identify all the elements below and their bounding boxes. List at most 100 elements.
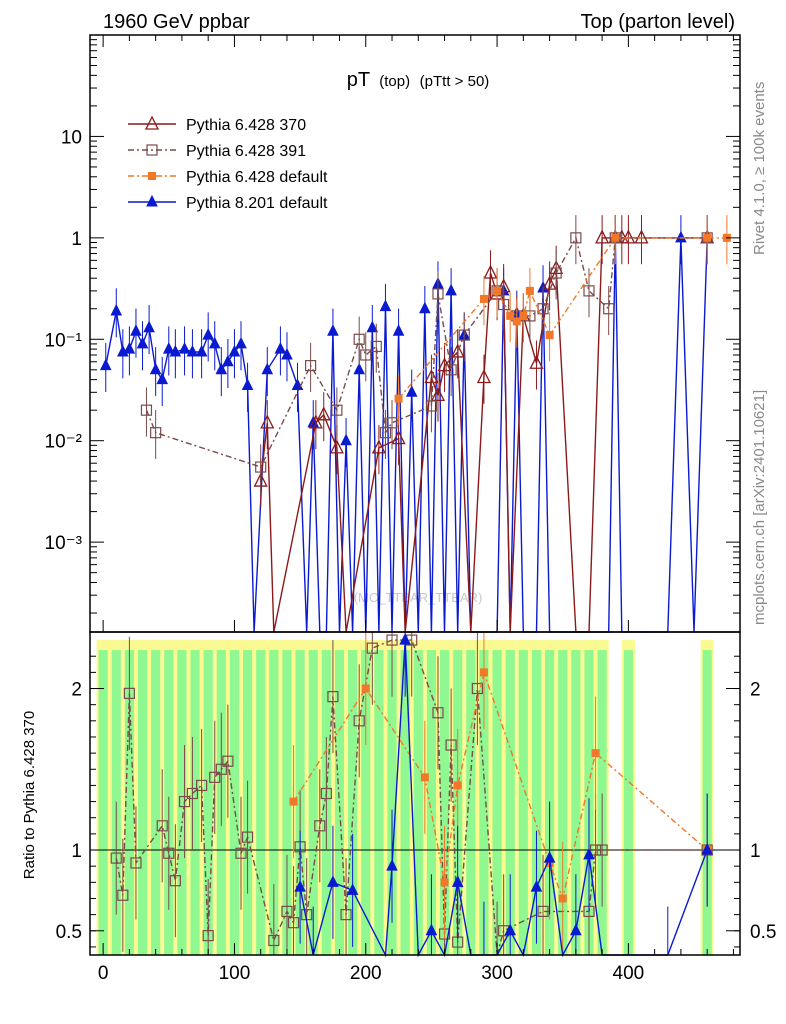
bottom-frame bbox=[89, 631, 741, 956]
point-p8 bbox=[110, 303, 123, 316]
point-p391 bbox=[314, 820, 326, 832]
point-p391 bbox=[156, 820, 168, 832]
point-p391 bbox=[163, 847, 175, 859]
point-p370 bbox=[316, 406, 331, 421]
point-p8 bbox=[530, 880, 543, 892]
point-p391 bbox=[140, 404, 153, 416]
point-p8 bbox=[261, 362, 274, 375]
point-p8 bbox=[143, 320, 155, 333]
point-p391 bbox=[222, 755, 234, 767]
point-p8 bbox=[186, 344, 199, 357]
point-p391 bbox=[603, 303, 615, 315]
point-p391 bbox=[241, 831, 254, 843]
point-p370 bbox=[329, 439, 344, 454]
y-tick-label: 10⁻² bbox=[45, 432, 83, 453]
band-green-bin bbox=[124, 650, 134, 955]
ratio-tick-label-left: 0.5 bbox=[56, 922, 82, 943]
title-cut: (pTtt > 50) bbox=[420, 73, 490, 90]
point-p391 bbox=[596, 844, 608, 856]
point-pdef bbox=[148, 172, 156, 180]
title-sub: (top) bbox=[379, 73, 410, 90]
series-line-pdef bbox=[292, 669, 708, 901]
band-green-bin bbox=[518, 650, 528, 955]
point-p391 bbox=[146, 144, 158, 156]
side-label-bottom: mcplots.cern.ch [arXiv:2401.10621] bbox=[751, 390, 768, 625]
point-pdef bbox=[479, 668, 488, 677]
point-p391 bbox=[202, 930, 214, 942]
ratio-tick-label-right: 2 bbox=[750, 680, 761, 701]
point-p8 bbox=[379, 299, 392, 312]
band-green-bin bbox=[439, 650, 450, 955]
series-line-p8 bbox=[105, 237, 708, 633]
point-p391 bbox=[331, 404, 343, 416]
point-p391 bbox=[360, 349, 372, 361]
point-p8 bbox=[228, 344, 241, 357]
point-p8 bbox=[235, 336, 247, 349]
x-tick-label: 200 bbox=[350, 963, 382, 984]
point-p391 bbox=[123, 687, 135, 699]
point-p391 bbox=[268, 934, 280, 947]
legend-label-p391: Pythia 6.428 391 bbox=[186, 143, 306, 160]
x-tick-label: 100 bbox=[219, 963, 251, 984]
point-pdef bbox=[394, 394, 403, 403]
point-p391 bbox=[445, 364, 457, 376]
point-pdef bbox=[479, 294, 488, 303]
point-p391 bbox=[110, 852, 122, 864]
point-p370 bbox=[144, 115, 160, 130]
point-p8 bbox=[701, 842, 713, 855]
ratio-tick-label-left: 2 bbox=[71, 680, 82, 701]
band-green-bin bbox=[558, 650, 568, 955]
band-green-bin bbox=[98, 650, 108, 955]
point-pdef bbox=[703, 233, 712, 242]
point-pdef bbox=[420, 773, 429, 782]
point-p391 bbox=[583, 285, 595, 297]
header-left: 1960 GeV ppbar bbox=[103, 11, 250, 33]
series-p8 bbox=[99, 215, 713, 633]
legend-label-pdef: Pythia 6.428 default bbox=[186, 169, 328, 186]
ratio-ylabel: Ratio to Pythia 6.428 370 bbox=[21, 711, 38, 879]
band-green-bin bbox=[374, 650, 384, 955]
point-p391 bbox=[353, 333, 365, 345]
point-pdef bbox=[591, 749, 600, 758]
point-pdef bbox=[558, 894, 567, 903]
point-p391 bbox=[235, 847, 247, 859]
legend-label-p8: Pythia 8.201 default bbox=[186, 195, 328, 212]
point-p391 bbox=[386, 417, 398, 429]
point-p8 bbox=[327, 875, 339, 887]
series-line-p391 bbox=[115, 639, 708, 956]
point-p391 bbox=[305, 360, 317, 372]
point-p391 bbox=[589, 844, 602, 856]
point-p391 bbox=[255, 461, 267, 473]
title-main: pT bbox=[347, 69, 370, 91]
point-p370 bbox=[260, 414, 275, 429]
x-tick-label: 0 bbox=[98, 963, 109, 984]
point-p8 bbox=[149, 362, 162, 375]
point-pdef bbox=[440, 878, 449, 887]
band-green-bin bbox=[151, 650, 161, 955]
point-p8 bbox=[570, 923, 582, 936]
point-p370 bbox=[529, 354, 544, 369]
band-green-bin bbox=[466, 650, 476, 955]
band-green-bin bbox=[623, 650, 633, 955]
band-green-bin bbox=[137, 650, 148, 955]
point-p370 bbox=[634, 229, 649, 244]
point-p8 bbox=[195, 344, 208, 357]
point-p370 bbox=[308, 414, 323, 429]
point-p391 bbox=[458, 329, 470, 341]
point-p8 bbox=[504, 923, 517, 936]
point-p8 bbox=[208, 336, 221, 349]
point-p8 bbox=[386, 859, 398, 871]
point-pdef bbox=[545, 331, 554, 340]
point-p8 bbox=[146, 194, 158, 207]
band-green-bin bbox=[387, 650, 397, 955]
point-p391 bbox=[386, 634, 398, 646]
point-p8 bbox=[136, 336, 149, 349]
band-green-bin bbox=[348, 650, 358, 955]
point-pdef bbox=[361, 684, 370, 693]
point-pdef bbox=[453, 781, 462, 790]
point-p391 bbox=[366, 642, 378, 654]
point-p391 bbox=[186, 787, 199, 800]
point-p8 bbox=[169, 344, 182, 357]
point-p8 bbox=[419, 301, 431, 314]
